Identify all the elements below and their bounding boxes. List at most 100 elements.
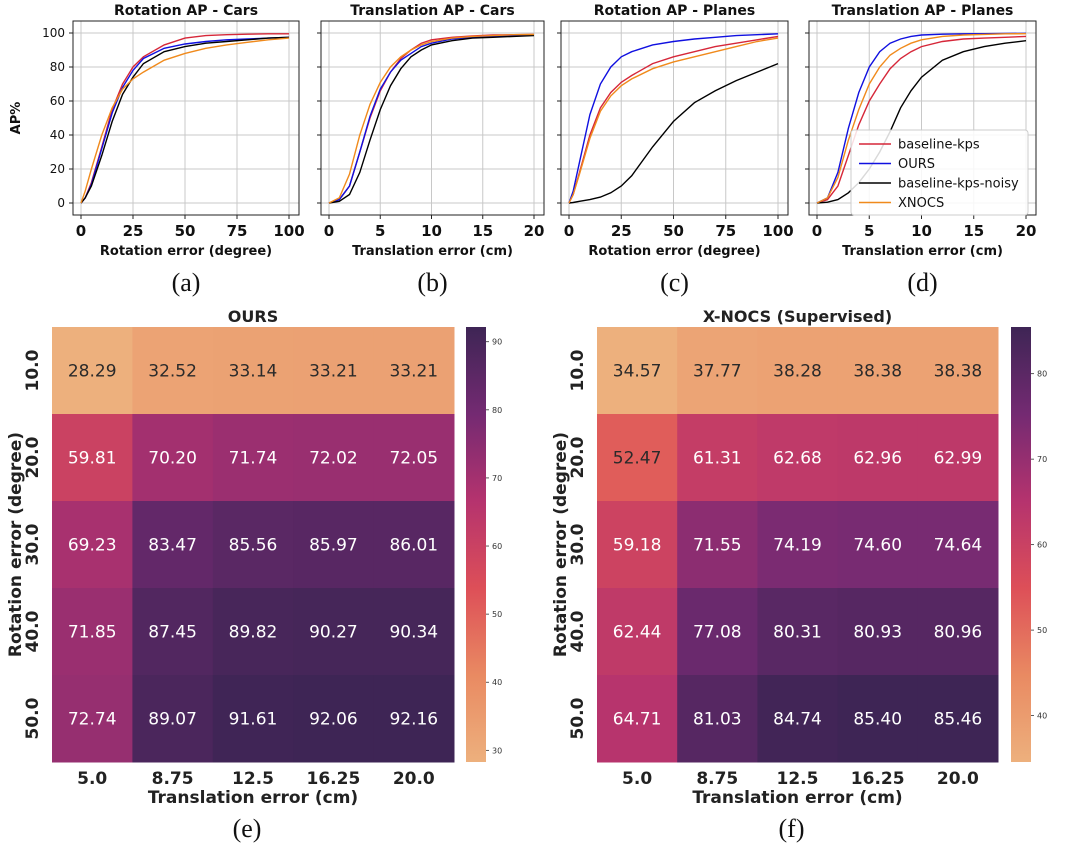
heatmap-cell-value: 59.18 — [613, 536, 662, 556]
x-tick-label: 20 — [1016, 222, 1037, 240]
heatmap-cell-value: 89.82 — [229, 623, 278, 643]
series-line-baseline-kps-noisy — [568, 62, 779, 204]
heatmap-cell — [677, 327, 758, 415]
x-tick-label: 16.25 — [851, 769, 905, 789]
chart-title: Rotation AP - Planes — [594, 3, 755, 19]
x-axis-label: Translation error (cm) — [352, 244, 513, 259]
heatmap-cell-value: 38.38 — [853, 362, 902, 382]
heatmap-cell-value: 86.01 — [389, 536, 438, 556]
heatmap-xnocs: 34.57 37.77 38.28 38.38 38.38 52.47 61.31 62.68… — [551, 307, 1047, 843]
heatmap-cell — [677, 414, 758, 502]
y-tick-label: 0 — [57, 196, 65, 210]
heatmap-cell-value: 85.40 — [853, 710, 902, 730]
x-tick-label: 5 — [864, 222, 874, 240]
x-axis-label: Translation error (cm) — [148, 788, 358, 808]
chart-title: Translation AP - Planes — [832, 3, 1014, 19]
heatmap-cell-value: 84.74 — [773, 710, 822, 730]
x-tick-label: 75 — [227, 222, 248, 240]
heatmap-cell — [757, 588, 839, 676]
heatmap-cell-value: 80.96 — [934, 623, 983, 643]
heatmap-cell — [132, 675, 214, 763]
heatmap-cell-value: 71.74 — [229, 449, 278, 469]
y-tick-label: 10.0 — [568, 349, 588, 391]
legend-label: baseline-kps — [898, 138, 980, 153]
heatmap-cell — [212, 327, 294, 415]
y-tick-label: 30.0 — [23, 523, 43, 565]
plot-frame — [320, 20, 545, 216]
heatmap-cell — [677, 588, 758, 676]
heatmap-cell — [132, 327, 214, 415]
heatmap-cell-value: 33.21 — [389, 362, 438, 382]
heatmap-cell — [597, 588, 678, 676]
plot-frame — [560, 20, 789, 216]
legend-label: XNOCS — [898, 196, 944, 211]
heatmap-cell — [757, 414, 839, 502]
heatmap-cell — [52, 327, 133, 415]
series-line-baseline-kps-noisy — [328, 34, 535, 204]
x-tick-label: 50 — [663, 222, 684, 240]
heatmap-cell-value: 90.34 — [389, 623, 438, 643]
y-axis-label: Rotation error (degree) — [551, 432, 571, 657]
x-axis-label: Rotation error (degree) — [100, 244, 272, 259]
heatmap-cell-value: 74.19 — [773, 536, 822, 556]
chart-title: Rotation AP - Cars — [114, 3, 258, 19]
y-tick-label: 50.0 — [23, 697, 43, 739]
heatmap-cell — [757, 327, 839, 415]
heatmap-cell-value: 70.20 — [148, 449, 197, 469]
heatmap-cell — [373, 414, 455, 502]
y-tick-label: 40.0 — [23, 610, 43, 652]
colorbar-tick-label: 70 — [1037, 455, 1047, 464]
heatmap-cell-value: 71.55 — [693, 536, 742, 556]
heatmap-cell — [132, 501, 214, 589]
heatmap-cell-value: 80.31 — [773, 623, 822, 643]
series-line-baseline-kps-noisy — [816, 40, 1027, 204]
x-tick-label: 16.25 — [307, 769, 361, 789]
x-tick-label: 20.0 — [393, 769, 435, 789]
x-tick-label: 0 — [324, 222, 334, 240]
y-tick-label: 40 — [50, 128, 65, 142]
x-tick-label: 20.0 — [937, 769, 979, 789]
heatmap-cell-value: 62.99 — [934, 449, 983, 469]
heatmap-cell-value: 61.31 — [693, 449, 742, 469]
colorbar-tick-label: 70 — [492, 474, 502, 483]
x-tick-label: 100 — [762, 222, 793, 240]
heatmap-cell-value: 52.47 — [613, 449, 662, 469]
colorbar — [466, 327, 486, 762]
x-axis-label: Rotation error (degree) — [588, 244, 760, 259]
caption: (b) — [417, 268, 447, 297]
heatmap-cell — [293, 414, 375, 502]
heatmap-cell — [212, 414, 294, 502]
heatmap-cell-value: 71.85 — [68, 623, 117, 643]
heatmap-cell-value: 62.44 — [613, 623, 662, 643]
colorbar-tick-label: 80 — [492, 406, 502, 415]
colorbar-tick-label: 60 — [492, 542, 502, 551]
colorbar-tick-label: 90 — [492, 338, 502, 347]
line-chart-2: 0 5 10 15 20 Translation AP - Cars Translation… — [317, 3, 545, 297]
series-line-XNOCS — [328, 33, 535, 204]
x-tick-label: 12.5 — [777, 769, 819, 789]
heatmap-cell-value: 77.08 — [693, 623, 742, 643]
heatmap-title: X-NOCS (Supervised) — [703, 307, 892, 326]
y-tick-label: 80 — [50, 60, 65, 74]
heatmap-cell-value: 33.21 — [309, 362, 358, 382]
series-line-baseline-kps-noisy — [80, 36, 290, 204]
caption: (f) — [779, 814, 805, 843]
series-line-OURS — [816, 32, 1027, 204]
x-tick-label: 50 — [175, 222, 196, 240]
caption: (d) — [907, 268, 937, 297]
heatmap-cell-value: 74.60 — [853, 536, 902, 556]
heatmap-cell — [373, 675, 455, 763]
heatmap-cell-value: 87.45 — [148, 623, 197, 643]
x-tick-label: 8.75 — [696, 769, 738, 789]
heatmap-cell — [757, 675, 839, 763]
heatmap-cell-value: 59.81 — [68, 449, 117, 469]
heatmap-cell — [212, 501, 294, 589]
x-tick-label: 0 — [812, 222, 822, 240]
heatmap-cell-value: 69.23 — [68, 536, 117, 556]
heatmap-cell — [212, 675, 294, 763]
heatmap-cell — [373, 588, 455, 676]
heatmap-cell-value: 37.77 — [693, 362, 742, 382]
x-tick-label: 8.75 — [152, 769, 194, 789]
y-tick-label: 20 — [50, 162, 65, 176]
heatmap-cell — [837, 327, 919, 415]
